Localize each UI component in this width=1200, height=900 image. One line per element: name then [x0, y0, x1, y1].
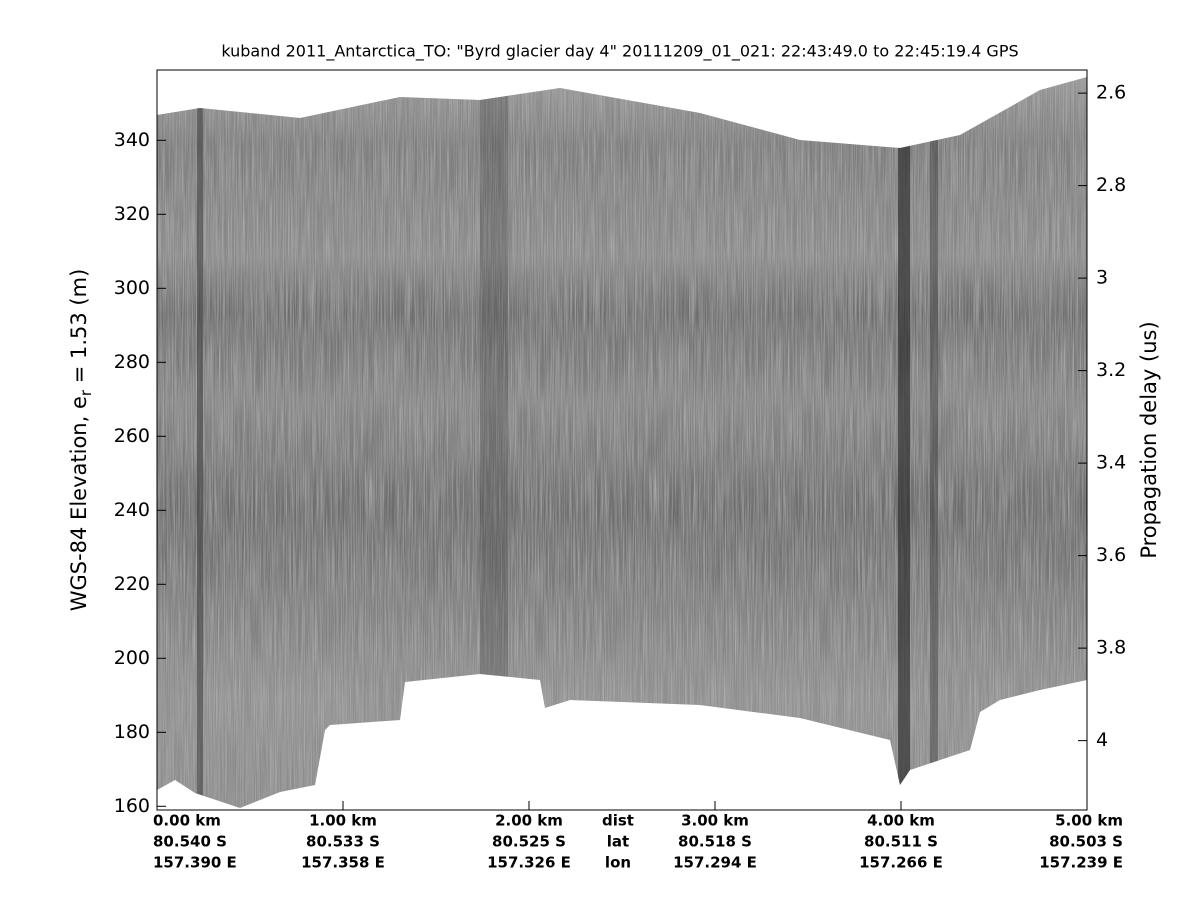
- y2-tick-label: 3.6: [1096, 544, 1126, 566]
- lat-label: 80.503 S: [1049, 833, 1123, 851]
- y-tick-label: 180: [114, 721, 150, 743]
- y-tick-label: 280: [114, 351, 150, 373]
- y2-tick-label: 3.8: [1096, 637, 1126, 659]
- y2-tick-label: 3: [1096, 267, 1108, 289]
- y-tick-label: 160: [114, 795, 150, 817]
- echogram-image: [157, 77, 1087, 808]
- lon-label: 157.266 E: [859, 854, 943, 872]
- row-name: dist: [602, 812, 634, 830]
- x-tick-label: 4.00 km: [867, 812, 935, 830]
- y2-tick-label: 3.2: [1096, 359, 1126, 381]
- y-tick-label: 340: [114, 129, 150, 151]
- y-axis-label: WGS-84 Elevation, er = 1.53 (m): [67, 269, 95, 612]
- y-tick-label: 240: [114, 499, 150, 521]
- lat-label: 80.540 S: [153, 833, 227, 851]
- lat-label: 80.533 S: [306, 833, 380, 851]
- x-tick-label: 0.00 km: [153, 812, 221, 830]
- lat-label: 80.518 S: [678, 833, 752, 851]
- lon-label: 157.390 E: [153, 854, 237, 872]
- y2-tick-label: 2.6: [1096, 82, 1126, 104]
- lon-label: 157.326 E: [487, 854, 571, 872]
- lon-label: 157.358 E: [301, 854, 385, 872]
- row-name: lon: [605, 854, 631, 872]
- y-tick-label: 300: [114, 277, 150, 299]
- y2-tick-label: 2.8: [1096, 174, 1126, 196]
- row-name: lat: [607, 833, 629, 851]
- y-tick-label: 220: [114, 573, 150, 595]
- lon-label: 157.239 E: [1039, 854, 1123, 872]
- y2-tick-label: 4: [1096, 729, 1108, 751]
- lat-label: 80.525 S: [492, 833, 566, 851]
- y2-axis-label: Propagation delay (us): [1137, 321, 1161, 558]
- x-tick-label: 1.00 km: [309, 812, 377, 830]
- lat-label: 80.511 S: [864, 833, 938, 851]
- plot-frame: [156, 69, 1088, 811]
- y-tick-label: 260: [114, 425, 150, 447]
- y2-tick-label: 3.4: [1096, 452, 1126, 474]
- lon-label: 157.294 E: [673, 854, 757, 872]
- y-tick-label: 320: [114, 203, 150, 225]
- y-tick-label: 200: [114, 647, 150, 669]
- x-tick-label: 3.00 km: [681, 812, 749, 830]
- chart-title: kuband 2011_Antarctica_TO: "Byrd glacier…: [221, 42, 1018, 62]
- x-tick-label: 5.00 km: [1055, 812, 1123, 830]
- x-tick-label: 2.00 km: [495, 812, 563, 830]
